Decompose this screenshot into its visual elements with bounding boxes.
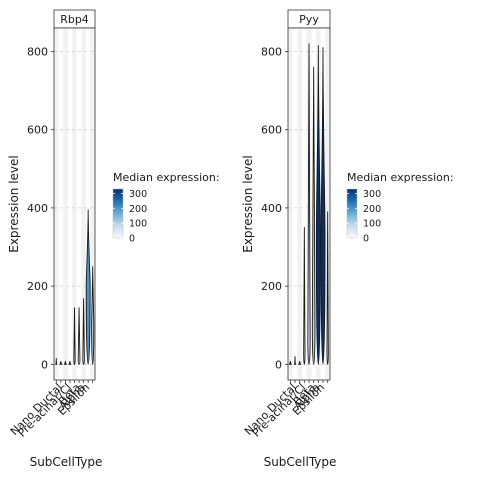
violin-beta (311, 66, 316, 365)
legend-tick-label: 200 (129, 204, 147, 215)
violin-ductal (293, 356, 297, 365)
legend-tick-label: 200 (363, 204, 381, 215)
violin-alpha (315, 45, 321, 365)
violin-alpha (82, 298, 85, 365)
y-tick-label: 0 (41, 358, 48, 371)
violin-mono (55, 358, 58, 365)
legend-tick-label: 0 (129, 234, 135, 245)
violin-epsilon (320, 47, 326, 365)
category-band (288, 28, 293, 380)
violin-pp (91, 266, 95, 365)
legend-tick-label: 0 (363, 234, 369, 245)
category-band (90, 28, 95, 380)
violin-ductal (59, 360, 63, 365)
violin-pp (326, 211, 329, 365)
legend-tick-label: 100 (129, 219, 147, 230)
y-tick-label: 0 (275, 358, 282, 371)
legend-title: Median expression: (347, 171, 454, 184)
y-tick-label: 800 (261, 45, 282, 58)
violin-acinar (68, 360, 72, 365)
category-band (72, 28, 77, 380)
violin-delta (307, 43, 311, 365)
category-band (81, 28, 86, 380)
x-axis-label: SubCellType (264, 455, 337, 469)
y-tick-label: 200 (27, 280, 48, 293)
violin-alpha2 (63, 360, 67, 365)
category-band (63, 28, 68, 380)
x-axis-label: SubCellType (30, 455, 103, 469)
legend-tick-label: 300 (129, 189, 147, 200)
violin-acinar (303, 227, 306, 365)
legend-colorbar (346, 188, 358, 239)
y-tick-label: 600 (27, 124, 48, 137)
violin-beta (77, 307, 81, 365)
facet-title: Pyy (299, 13, 319, 26)
violin-epsilon (85, 209, 91, 365)
y-axis-label: Expression level (241, 155, 255, 253)
category-band (297, 28, 302, 380)
y-tick-label: 800 (27, 45, 48, 58)
legend-title: Median expression: (113, 171, 220, 184)
violin-mono (288, 360, 292, 365)
legend-tick-label: 300 (363, 189, 381, 200)
category-band (54, 28, 59, 380)
y-axis-label: Expression level (7, 155, 21, 253)
y-tick-label: 600 (261, 124, 282, 137)
y-tick-label: 400 (261, 202, 282, 215)
violin-delta (73, 307, 76, 365)
category-band (325, 28, 330, 380)
facet-title: Rbp4 (60, 13, 89, 26)
violin-alpha2 (298, 360, 302, 365)
y-tick-label: 400 (27, 202, 48, 215)
legend-colorbar (112, 188, 124, 239)
legend-tick-label: 100 (363, 219, 381, 230)
y-tick-label: 200 (261, 280, 282, 293)
